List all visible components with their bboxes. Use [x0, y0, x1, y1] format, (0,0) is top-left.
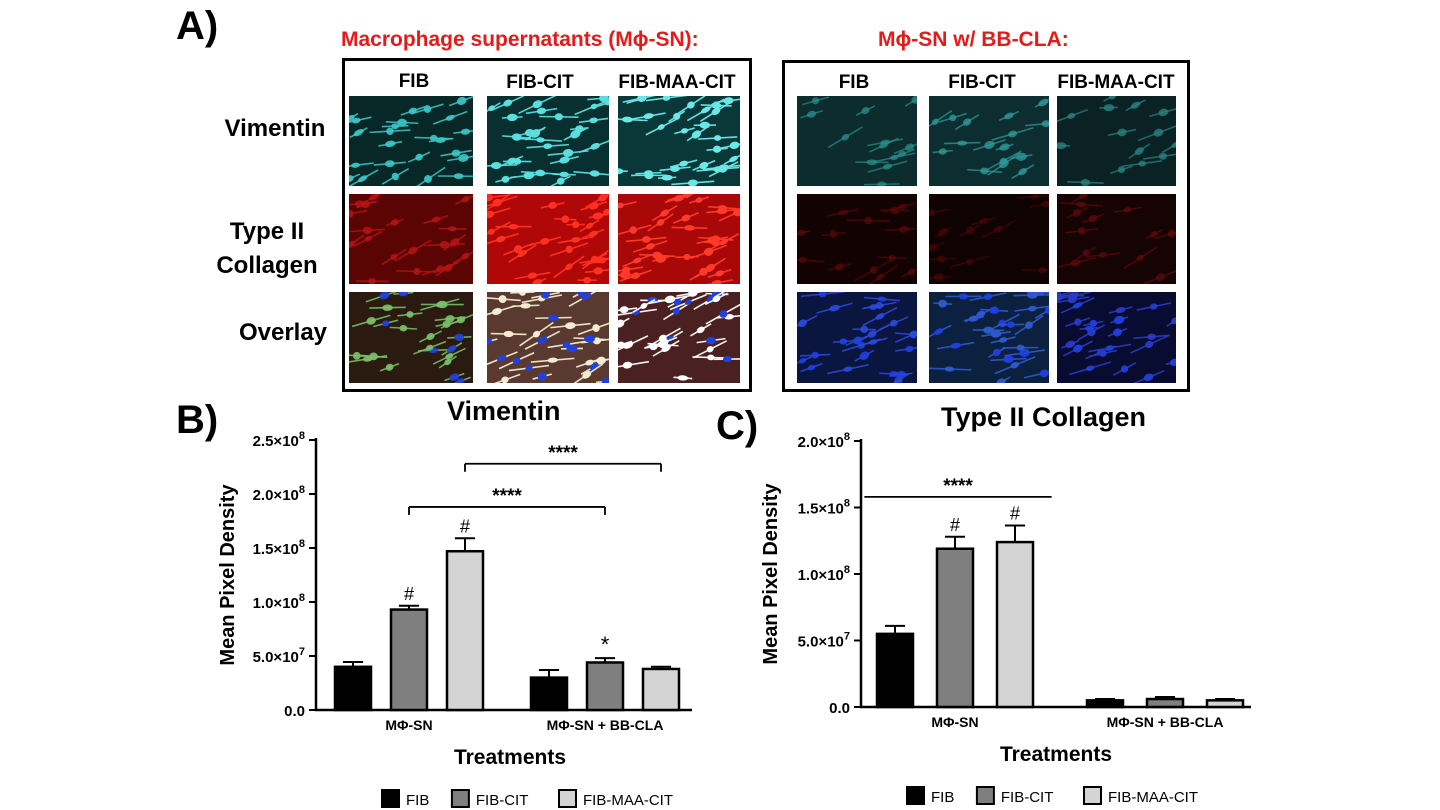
significance-mark: * [601, 632, 610, 657]
bar-fib-maa-cit-group-1 [641, 667, 681, 712]
y-tick-label: 2.5×108 [253, 430, 305, 450]
vimentin-bar-chart: 0.0 5.0×107 1.0×108 1.5×108 2.0×108 2.5×108 # *… [217, 430, 692, 809]
col-label-fib-right: FIB [838, 72, 870, 93]
row-label-collagen-1: Type II [229, 218, 305, 245]
row-label-vimentin: Vimentin [224, 115, 326, 142]
y-tick-label: 2.0×108 [798, 431, 850, 451]
micrograph-overlay-fibmaacit [618, 292, 740, 383]
bracket-label: **** [492, 486, 522, 507]
category-label: MΦ-SN + BB-CLA [1107, 714, 1224, 730]
micrograph-collagen-bb-fibmaacit [1057, 194, 1176, 284]
y-tick-label: 5.0×107 [798, 631, 850, 651]
x-axis-label: Treatments [1000, 743, 1112, 766]
chart-b-title: Vimentin [447, 396, 561, 426]
col-label-fibcit-right: FIB-CIT [948, 72, 1016, 93]
y-tick-label: 1.0×108 [798, 564, 850, 584]
category-label: MΦ-SN [385, 717, 432, 733]
legend-label-fib-cit: FIB-CIT [476, 792, 529, 809]
col-label-fibmaacit-right: FIB-MAA-CIT [1057, 72, 1175, 93]
legend-label-fib-cit: FIB-CIT [1001, 789, 1054, 806]
category-label: MΦ-SN + BB-CLA [547, 717, 664, 733]
legend-swatch-fib-maa-cit [1083, 786, 1102, 805]
significance-mark: # [950, 515, 960, 535]
bar-fib-group-0 [333, 665, 373, 712]
panel-c-letter: C) [716, 404, 759, 448]
left-image-frame [342, 58, 752, 392]
micrograph-collagen-fibcit [487, 194, 609, 284]
row-label-overlay: Overlay [238, 319, 328, 346]
legend-label-fib: FIB [406, 792, 429, 809]
micrograph-collagen-bb-fib [797, 194, 917, 284]
micrograph-vimentin-bb-fibmaacit [1057, 96, 1176, 186]
y-axis-label: Mean Pixel Density [760, 483, 782, 665]
bar-fib-group-0 [875, 632, 915, 709]
micrograph-overlay-bb-fibcit [929, 292, 1049, 383]
micrograph-overlay-bb-fib [797, 292, 917, 383]
significance-mark: # [404, 584, 414, 604]
legend-label-fib: FIB [931, 789, 954, 806]
significance-mark: # [460, 516, 470, 536]
legend-swatch-fib [906, 786, 925, 805]
bar-fib-maa-cit-group-0 [445, 549, 485, 712]
bar-fib-cit-group-1 [585, 661, 625, 712]
y-tick-label: 0.0 [829, 700, 850, 717]
y-tick-label: 0.0 [284, 703, 305, 720]
bar-fib-cit-group-0 [935, 547, 975, 709]
micrograph-collagen-fib [349, 194, 473, 284]
x-axis-label: Treatments [454, 746, 566, 769]
legend-swatch-fib-maa-cit [558, 789, 577, 808]
significance-mark: # [1010, 503, 1020, 523]
category-label: MΦ-SN [931, 714, 978, 730]
y-axis-label: Mean Pixel Density [217, 484, 239, 666]
bar-fib-cit-group-0 [389, 608, 429, 712]
micrograph-vimentin-bb-fib [797, 96, 917, 186]
y-tick-label: 1.5×108 [253, 538, 305, 558]
legend-label-fib-maa-cit: FIB-MAA-CIT [1108, 789, 1198, 806]
micrograph-collagen-fibmaacit [618, 194, 740, 284]
bar-fib-cit-group-1 [1145, 697, 1185, 709]
legend-label-fib-maa-cit: FIB-MAA-CIT [583, 792, 673, 809]
legend-swatch-fib [381, 789, 400, 808]
micrograph-overlay-fibcit [487, 292, 609, 383]
right-image-frame [782, 60, 1190, 392]
bar-fib-group-1 [1085, 699, 1125, 709]
micrograph-overlay-bb-fibmaacit [1057, 292, 1176, 383]
panel-b-letter: B) [176, 398, 219, 442]
y-tick-label: 5.0×107 [253, 646, 305, 666]
y-tick-label: 1.0×108 [253, 592, 305, 612]
right-group-title: Mϕ-SN w/ BB-CLA: [878, 28, 1069, 51]
micrograph-vimentin-bb-fibcit [929, 96, 1049, 186]
bar-fib-maa-cit-group-0 [995, 540, 1035, 709]
bar-fib-group-1 [529, 676, 569, 712]
bracket-label: **** [548, 443, 578, 464]
panel-a-letter: A) [176, 4, 219, 48]
micrograph-vimentin-fibmaacit [618, 96, 740, 186]
bracket-label: **** [943, 476, 973, 497]
micrograph-overlay-fib [349, 292, 473, 383]
col-label-fib-left: FIB [398, 71, 430, 92]
col-label-fibmaacit-left: FIB-MAA-CIT [618, 72, 736, 93]
legend-swatch-fib-cit [450, 789, 470, 808]
micrograph-vimentin-fib [349, 96, 473, 186]
micrograph-collagen-bb-fibcit [929, 194, 1049, 284]
y-tick-label: 1.5×108 [798, 498, 850, 518]
col-label-fibcit-left: FIB-CIT [506, 72, 574, 93]
y-tick-label: 2.0×108 [253, 484, 305, 504]
row-label-collagen-2: Collagen [216, 252, 318, 279]
left-group-title: Macrophage supernatants (Mϕ-SN): [341, 28, 699, 51]
collagen-bar-chart: 0.0 5.0×107 1.0×108 1.5×108 2.0×108 # # **** MΦ-… [760, 431, 1251, 806]
micrograph-vimentin-fibcit [487, 96, 609, 186]
chart-c-title: Type II Collagen [941, 402, 1147, 432]
bar-fib-maa-cit-group-1 [1205, 699, 1245, 709]
legend-swatch-fib-cit [975, 786, 995, 805]
